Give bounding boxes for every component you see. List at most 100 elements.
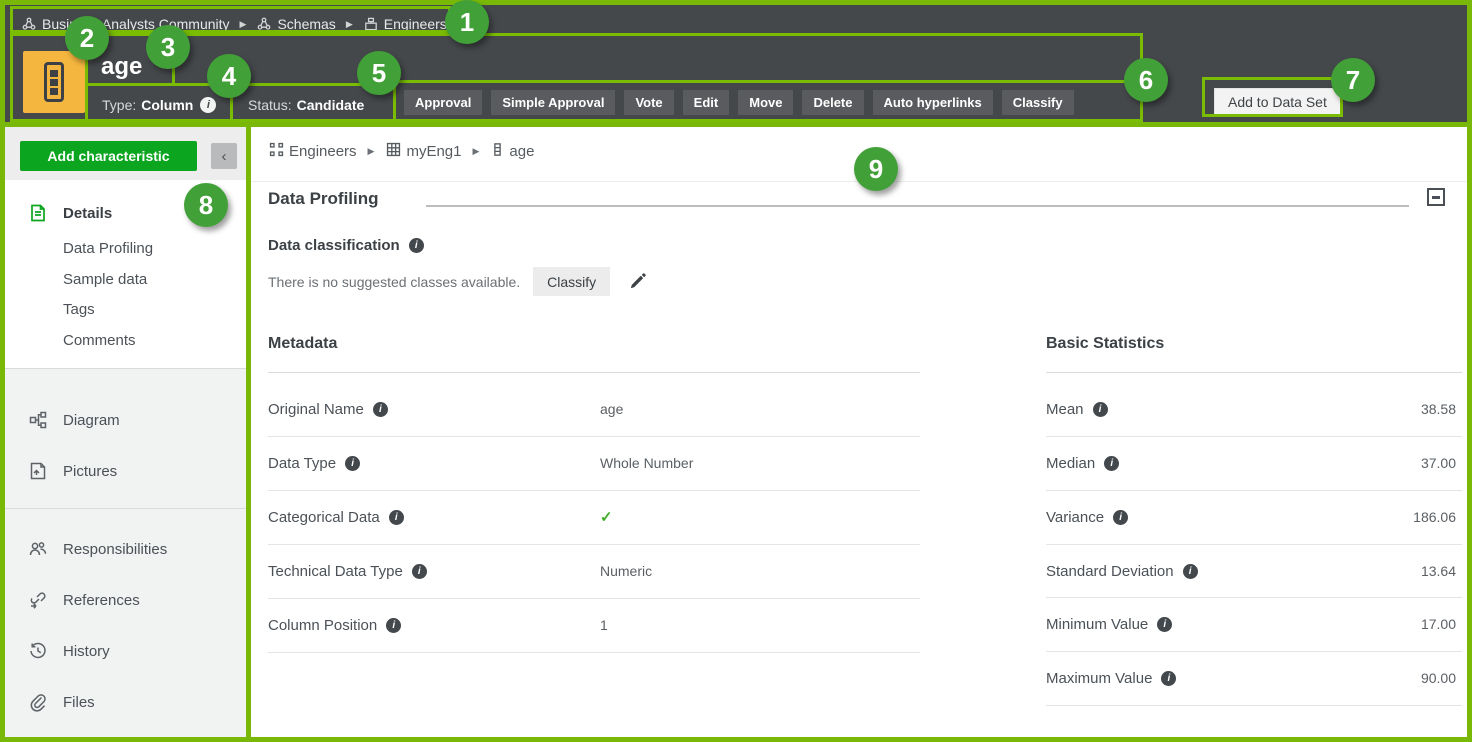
stat-value: 38.58: [1420, 401, 1456, 417]
field-label: Column Position: [268, 616, 378, 634]
breadcrumb-item-engineers[interactable]: Engineers: [363, 16, 447, 32]
field-label: Maximum Value: [1046, 669, 1153, 687]
page-title: age: [101, 53, 143, 80]
breadcrumb-label: myEng1: [406, 143, 462, 160]
sidebar-item-comments[interactable]: Comments: [5, 325, 246, 355]
auto-hyperlinks-button[interactable]: Auto hyperlinks: [872, 90, 993, 115]
metadata-row-column-position: Column Position i 1: [268, 598, 920, 652]
divider: [1046, 372, 1462, 373]
info-icon[interactable]: i: [1157, 616, 1173, 632]
info-icon[interactable]: i: [408, 238, 424, 253]
breadcrumb-separator: ▶: [239, 18, 247, 29]
annotation-sidebar-edge: [246, 127, 251, 737]
section-rule: [426, 205, 1409, 207]
field-label: Original Name: [268, 400, 364, 418]
vote-button[interactable]: Vote: [624, 90, 674, 115]
info-icon[interactable]: i: [388, 509, 404, 525]
divider: [268, 652, 920, 653]
document-icon: [28, 203, 48, 223]
divider: [1046, 436, 1462, 437]
field-value: Whole Number: [600, 455, 694, 471]
info-icon[interactable]: i: [1104, 455, 1120, 471]
sidebar-item-details[interactable]: Details: [5, 198, 246, 228]
simple-approval-button[interactable]: Simple Approval: [491, 90, 616, 115]
breadcrumb-item-engineers[interactable]: Engineers: [268, 141, 357, 162]
edit-button[interactable]: Edit: [682, 90, 730, 115]
info-icon[interactable]: i: [200, 97, 217, 113]
info-icon[interactable]: i: [345, 455, 361, 471]
sidebar-item-files[interactable]: Files: [5, 687, 246, 717]
classify-button[interactable]: Classify: [533, 267, 611, 296]
add-to-dataset-button[interactable]: Add to Data Set: [1214, 88, 1341, 116]
sidebar-item-label: Files: [63, 693, 95, 711]
sidebar-item-tags[interactable]: Tags: [5, 294, 246, 324]
field-value: age: [600, 401, 624, 417]
metadata-row-original-name: Original Name i age: [268, 382, 920, 436]
stat-value: 17.00: [1420, 616, 1456, 632]
callout-3: 3: [146, 25, 190, 69]
breadcrumb-item-community[interactable]: Business Analysts Community: [21, 16, 230, 32]
info-icon[interactable]: i: [386, 617, 402, 633]
metadata-row-categorical-data: Categorical Data i ✓: [268, 490, 920, 544]
classify-button-header[interactable]: Classify: [1001, 90, 1074, 115]
basic-statistics-heading: Basic Statistics: [1046, 335, 1165, 352]
breadcrumb-item-column[interactable]: age: [490, 142, 534, 161]
breadcrumb-item-table[interactable]: myEng1: [385, 141, 462, 162]
sidebar-item-pictures[interactable]: Pictures: [5, 456, 246, 486]
metadata-heading: Metadata: [268, 335, 338, 352]
column-icon: [490, 142, 505, 161]
field-label: Standard Deviation: [1046, 562, 1174, 580]
delete-button[interactable]: Delete: [802, 90, 864, 115]
sidebar-item-history[interactable]: History: [5, 636, 246, 666]
stat-row-maximum-value: Maximum Value i 90.00: [1046, 651, 1462, 705]
add-characteristic-button[interactable]: Add characteristic: [20, 141, 197, 171]
asset-breadcrumb: Engineers ▶ myEng1 ▶ age: [268, 141, 534, 162]
breadcrumb-label: Engineers: [289, 143, 357, 160]
collapse-section-icon[interactable]: [1427, 188, 1445, 206]
divider: [1046, 597, 1462, 598]
divider: [1046, 490, 1462, 491]
callout-7: 7: [1331, 58, 1375, 102]
sidebar-item-label: Comments: [63, 331, 136, 349]
stat-row-variance: Variance i 186.06: [1046, 490, 1462, 544]
info-icon[interactable]: i: [411, 563, 427, 579]
sidebar-collapse-button[interactable]: ‹: [211, 143, 237, 169]
checkmark-icon: ✓: [600, 509, 613, 526]
move-button[interactable]: Move: [738, 90, 794, 115]
sidebar-item-label: Responsibilities: [63, 540, 168, 558]
callout-2: 2: [65, 16, 109, 60]
metadata-row-technical-data-type: Technical Data Type i Numeric: [268, 544, 920, 598]
breadcrumb-label: Schemas: [277, 16, 336, 32]
stat-row-minimum-value: Minimum Value i 17.00: [1046, 597, 1462, 651]
edit-pencil-icon[interactable]: [628, 272, 647, 291]
stat-value: 13.64: [1420, 563, 1456, 579]
info-icon[interactable]: i: [1182, 563, 1198, 579]
info-icon[interactable]: i: [1161, 670, 1177, 686]
community-icon: [21, 16, 37, 32]
sidebar-item-label: Sample data: [63, 270, 148, 288]
section-title: Data Profiling: [268, 189, 379, 208]
field-label: Minimum Value: [1046, 615, 1149, 633]
divider: [268, 436, 920, 437]
sidebar-item-responsibilities[interactable]: Responsibilities: [5, 534, 246, 564]
type-label: Type:: [102, 97, 137, 113]
sidebar-item-sample-data[interactable]: Sample data: [5, 264, 246, 294]
info-icon[interactable]: i: [1113, 509, 1129, 525]
approval-button[interactable]: Approval: [404, 90, 483, 115]
field-label: Median: [1046, 454, 1096, 472]
info-icon[interactable]: i: [372, 401, 388, 417]
sidebar-item-data-profiling[interactable]: Data Profiling: [5, 233, 246, 263]
divider: [268, 490, 920, 491]
breadcrumb-label: age: [509, 143, 535, 160]
community-icon: [256, 16, 272, 32]
sidebar-item-diagram[interactable]: Diagram: [5, 405, 246, 435]
sidebar-item-label: History: [63, 642, 110, 660]
sidebar-item-references[interactable]: References: [5, 585, 246, 615]
breadcrumb-item-schemas[interactable]: Schemas: [256, 16, 336, 32]
sidebar-item-label: Data Profiling: [63, 239, 154, 257]
divider: [1046, 651, 1462, 652]
stat-row-standard-deviation: Standard Deviation i 13.64: [1046, 544, 1462, 598]
status-value: Candidate: [296, 97, 365, 113]
diagram-icon: [28, 410, 48, 430]
info-icon[interactable]: i: [1092, 401, 1108, 417]
